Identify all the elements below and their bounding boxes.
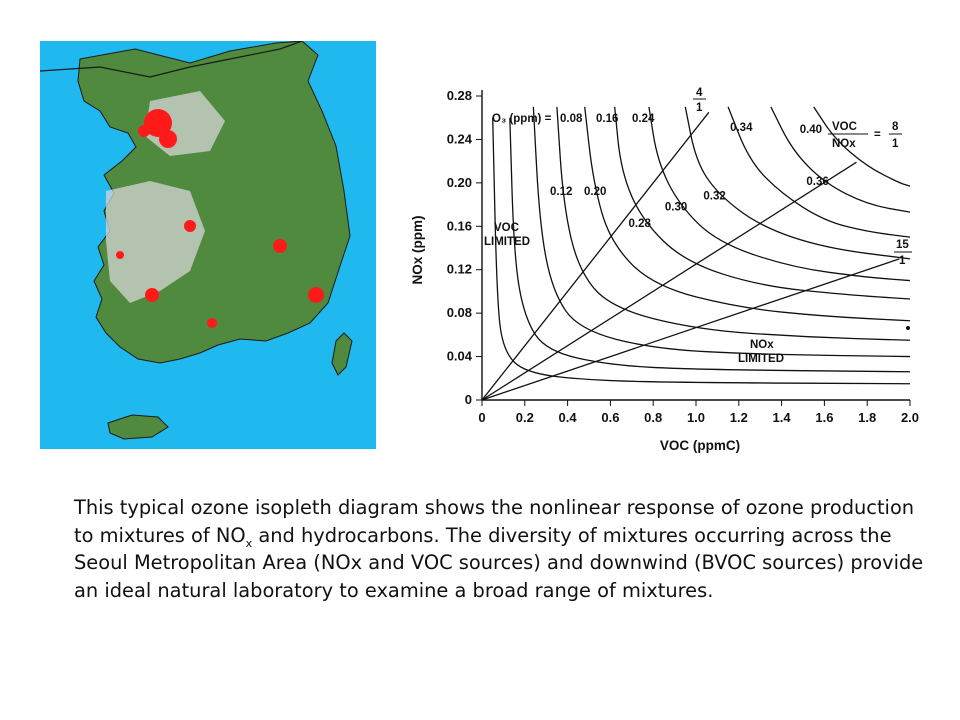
urban-area — [207, 318, 217, 328]
axis-ticks: 0 0.2 0.4 0.6 0.8 1.0 1.2 1.4 1.6 1.8 2.0 0 0.04 0.08… — [447, 88, 919, 425]
isopleth-label-0.24: 0.24 — [632, 113, 655, 125]
x-axis-title: VOC (ppmC) — [660, 438, 740, 453]
bare-land-patch — [106, 181, 205, 303]
voc-limited-label-line2: LIMITED — [484, 236, 530, 248]
isopleth-curve — [584, 106, 911, 322]
korea-land-cover-map — [40, 41, 376, 449]
urban-area — [308, 287, 324, 303]
caption-text-part1: This typical ozone isopleth diagram show… — [74, 496, 915, 547]
x-tick-label: 2.0 — [901, 410, 919, 425]
dmz-border — [40, 41, 303, 78]
ratio-15-denominator: 1 — [899, 255, 906, 267]
isopleth-label-0.32: 0.32 — [703, 191, 725, 203]
urban-area — [273, 239, 287, 253]
x-tick-label: 1.2 — [730, 410, 748, 425]
urban-area — [159, 130, 177, 148]
isopleth-label-0.40: 0.40 — [800, 124, 822, 136]
caption-text-part2: and hydrocarbons. The diversity of mixtu… — [74, 523, 924, 602]
ratio-line — [481, 161, 857, 401]
x-tick-label: 1.0 — [687, 410, 705, 425]
urban-areas — [116, 109, 324, 328]
ratio-line — [481, 258, 900, 401]
voc-limited-label-line1: VOC — [494, 222, 519, 234]
ratio-4-numerator: 4 — [696, 87, 703, 99]
isopleth-label-0.12: 0.12 — [550, 186, 572, 198]
ratio-equals-sign: = — [874, 129, 881, 141]
y-tick-label: 0 — [465, 392, 472, 407]
x-tick-label: 0.2 — [516, 410, 534, 425]
y-tick-label: 0.24 — [447, 131, 473, 146]
urban-area — [138, 125, 150, 137]
ratio-15-numerator: 15 — [896, 239, 909, 251]
ratio-lines — [481, 111, 900, 401]
plot-area — [481, 90, 910, 401]
y-tick-label: 0.04 — [447, 349, 473, 364]
y-tick-label: 0.20 — [447, 175, 472, 190]
isopleth-curve — [509, 117, 911, 373]
caption-paragraph: This typical ozone isopleth diagram show… — [74, 494, 924, 604]
jeju-island — [107, 414, 169, 440]
x-tick-label: 0.6 — [601, 410, 619, 425]
x-tick-label: 1.4 — [773, 410, 792, 425]
ratio-nox-label: NOx — [832, 138, 856, 150]
y-tick-label: 0.12 — [447, 262, 472, 277]
isopleth-curve — [813, 106, 911, 187]
y-tick-label: 0.08 — [447, 305, 472, 320]
isopleth-curve — [532, 106, 911, 358]
isopleth-label-0.08: 0.08 — [560, 113, 583, 125]
nox-limited-label-line1: NOx — [750, 339, 774, 351]
x-tick-label: 1.8 — [858, 410, 876, 425]
isopleth-label-0.28: 0.28 — [629, 218, 652, 230]
ulleung-island — [331, 332, 353, 376]
ratio-8-denominator: 1 — [892, 138, 899, 150]
isopleth-curve — [684, 106, 911, 260]
ratio-line — [481, 111, 710, 401]
ratio-4-denominator: 1 — [696, 102, 703, 114]
isopleth-curve — [648, 106, 911, 282]
y-axis-title: NOx (ppm) — [410, 216, 425, 285]
ozone-prefix-label: O₃ (ppm) = — [492, 113, 552, 125]
isopleth-curve — [727, 106, 911, 238]
data-dot — [906, 326, 910, 330]
y-tick-label: 0.28 — [447, 88, 472, 103]
nox-limited-label-line2: LIMITED — [738, 353, 784, 365]
urban-area — [184, 220, 196, 232]
ozone-isopleth-chart: 0 0.2 0.4 0.6 0.8 1.0 1.2 1.4 1.6 1.8 2.0 0 0.04 0.08… — [410, 87, 919, 453]
isopleth-curve — [556, 106, 911, 341]
caption-subscript: x — [245, 536, 253, 550]
x-tick-label: 1.6 — [815, 410, 833, 425]
ratio-8-numerator: 8 — [892, 121, 899, 133]
isopleth-curve — [492, 117, 911, 385]
urban-area — [145, 288, 159, 302]
isopleth-curve — [770, 106, 911, 213]
isopleth-label-0.16: 0.16 — [596, 113, 618, 125]
x-tick-label: 0.8 — [644, 410, 662, 425]
x-tick-label: 0 — [478, 410, 485, 425]
y-tick-label: 0.16 — [447, 218, 472, 233]
urban-area — [144, 109, 172, 137]
ratio-voc-label: VOC — [832, 121, 857, 133]
isopleth-label-0.20: 0.20 — [584, 186, 606, 198]
urban-area — [116, 251, 124, 259]
isopleth-label-0.34: 0.34 — [730, 122, 753, 134]
x-tick-label: 0.4 — [559, 410, 578, 425]
isopleth-label-0.36: 0.36 — [806, 176, 828, 188]
isopleth-label-0.30: 0.30 — [665, 202, 687, 214]
